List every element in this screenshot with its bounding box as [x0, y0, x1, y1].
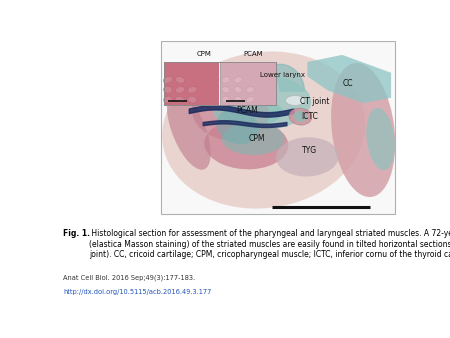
Text: CPM: CPM: [197, 51, 212, 56]
Ellipse shape: [204, 119, 288, 169]
Text: ICTC: ICTC: [301, 112, 318, 121]
Text: PCAM: PCAM: [243, 51, 263, 56]
Ellipse shape: [188, 96, 197, 103]
Text: Histological section for assessment of the pharyngeal and laryngeal striated mus: Histological section for assessment of t…: [89, 229, 450, 259]
Ellipse shape: [192, 83, 269, 141]
Ellipse shape: [234, 87, 242, 93]
Text: http://dx.doi.org/10.5115/acb.2016.49.3.177: http://dx.doi.org/10.5115/acb.2016.49.3.…: [63, 289, 211, 295]
Ellipse shape: [167, 90, 211, 170]
Ellipse shape: [366, 108, 395, 170]
Ellipse shape: [222, 87, 230, 93]
Bar: [164, 62, 276, 105]
Ellipse shape: [331, 63, 395, 197]
Ellipse shape: [289, 108, 312, 125]
Text: Lower larynx: Lower larynx: [261, 72, 306, 78]
Bar: [161, 41, 395, 214]
Bar: [164, 62, 219, 105]
Bar: [221, 62, 276, 105]
Ellipse shape: [163, 77, 172, 83]
Text: PCAM: PCAM: [237, 106, 258, 115]
Ellipse shape: [188, 87, 197, 93]
Ellipse shape: [220, 76, 311, 130]
Ellipse shape: [176, 87, 184, 93]
Ellipse shape: [176, 77, 184, 83]
Polygon shape: [307, 55, 391, 103]
Bar: [164, 62, 276, 105]
Text: CPM: CPM: [248, 134, 265, 143]
Text: CC: CC: [342, 79, 353, 88]
Text: Anat Cell Biol. 2016 Sep;49(3):177-183.: Anat Cell Biol. 2016 Sep;49(3):177-183.: [63, 275, 195, 281]
Ellipse shape: [162, 51, 365, 209]
Ellipse shape: [163, 87, 172, 93]
Ellipse shape: [234, 77, 242, 83]
Ellipse shape: [276, 137, 339, 176]
Ellipse shape: [176, 96, 184, 103]
Ellipse shape: [222, 96, 230, 103]
Ellipse shape: [216, 108, 259, 144]
Ellipse shape: [247, 87, 254, 93]
Text: TYG: TYG: [302, 146, 317, 155]
Ellipse shape: [286, 96, 305, 105]
Ellipse shape: [222, 77, 230, 83]
Ellipse shape: [213, 98, 283, 126]
Ellipse shape: [222, 123, 285, 155]
Ellipse shape: [246, 97, 254, 103]
Ellipse shape: [234, 96, 242, 103]
Ellipse shape: [163, 96, 172, 103]
Text: Fig. 1.: Fig. 1.: [63, 229, 90, 238]
Text: CT joint: CT joint: [300, 97, 329, 106]
Ellipse shape: [293, 111, 307, 122]
